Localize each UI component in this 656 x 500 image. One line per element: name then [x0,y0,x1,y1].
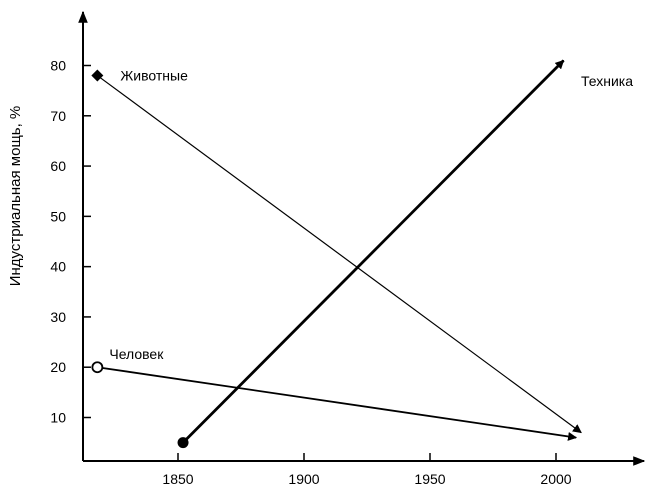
x-tick-label: 1850 [162,471,193,487]
series-marker-chelovek [91,361,104,374]
y-tick-label: 10 [50,410,66,426]
series-layer: Животные Техника Человек [91,59,633,449]
x-tick-label: 2000 [540,471,571,487]
series-label-zhivotnye: Животные [120,68,188,84]
series-tekhnika: Техника [177,59,633,449]
series-marker-tekhnika [177,437,189,449]
y-axis-title: Индустриальная мощь, % [7,106,24,287]
y-tick-label: 40 [50,259,66,275]
series-label-chelovek: Человек [109,346,164,362]
series-line-chelovek [97,366,578,441]
y-ticks: 10 20 30 40 50 60 70 80 [50,58,91,426]
series-chelovek: Человек [91,346,578,441]
series-line-tekhnika [182,59,565,444]
x-tick-label: 1900 [288,471,319,487]
y-tick-label: 60 [50,158,66,174]
y-tick-label: 30 [50,309,66,325]
x-ticks: 1850 1900 1950 2000 [162,453,572,487]
series-marker-zhivotnye [91,69,104,82]
series-label-tekhnika: Техника [581,73,633,89]
x-tick-label: 1950 [414,471,445,487]
series-zhivotnye: Животные [91,68,582,434]
y-tick-label: 20 [50,359,66,375]
y-tick-label: 80 [50,58,66,74]
y-tick-label: 50 [50,208,66,224]
y-tick-label: 70 [50,108,66,124]
series-line-zhivotnye [97,75,582,434]
